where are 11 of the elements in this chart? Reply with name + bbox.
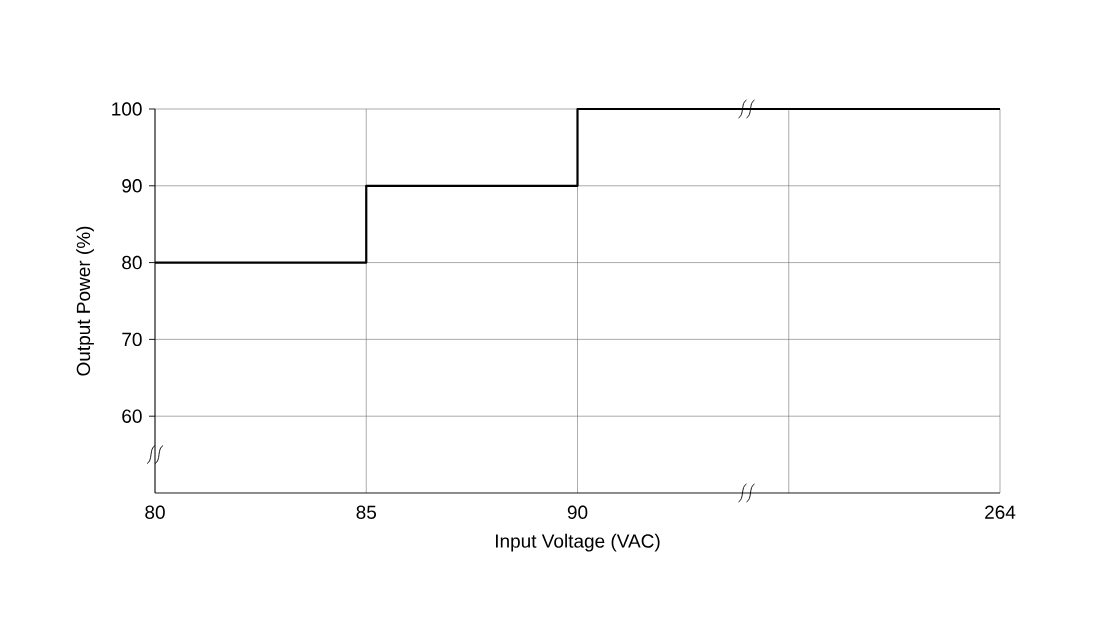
y-tick-label: 100 [112, 102, 142, 116]
y-tick-label: 90 [122, 179, 142, 193]
y-axis-title: Output Power (%) [76, 226, 94, 376]
y-tick-label: 70 [122, 332, 142, 347]
x-tick-label: 264 [985, 505, 1016, 519]
y-tick-label: 80 [122, 255, 142, 270]
x-tick-label: 85 [356, 505, 377, 519]
y-tick-label: 60 [122, 409, 142, 423]
x-tick-label: 90 [567, 505, 588, 519]
x-axis-title: Input Voltage (VAC) [496, 533, 660, 552]
x-tick-label: 80 [145, 505, 165, 519]
